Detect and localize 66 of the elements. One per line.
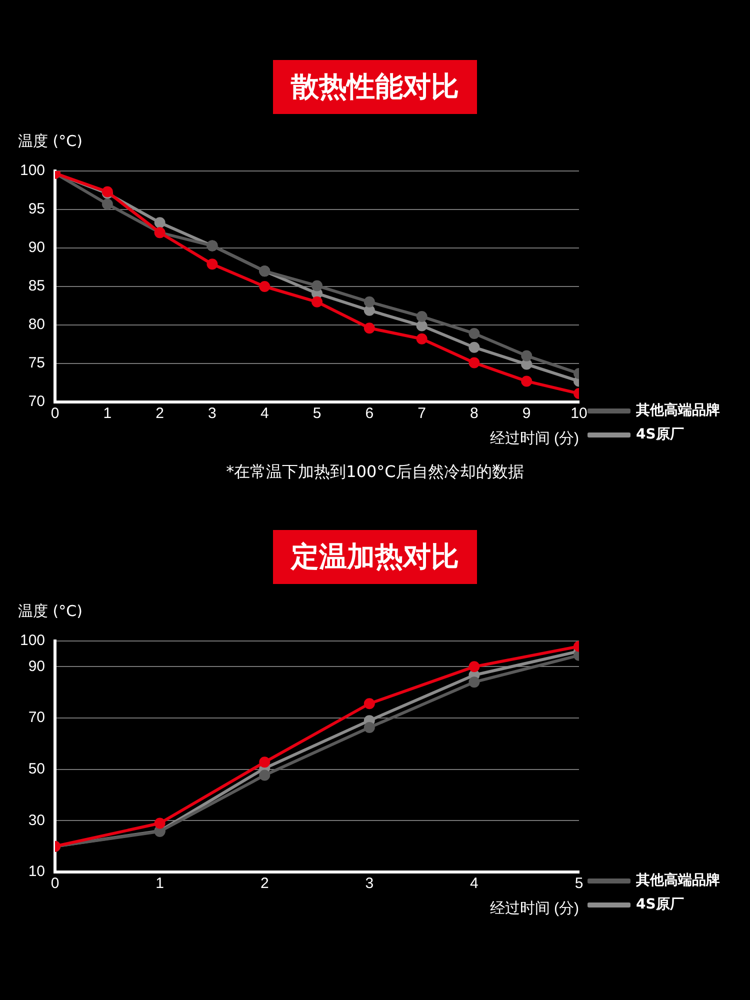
point <box>521 350 532 362</box>
x-tick-label: 5 <box>574 875 584 892</box>
x-tick-label: 3 <box>208 405 216 422</box>
point <box>312 296 323 308</box>
y-axis-title: 温度 (°C) <box>18 602 82 621</box>
y-tick-label: 30 <box>28 812 46 829</box>
x-tick-label: 9 <box>522 405 531 422</box>
x-tick-label: 0 <box>50 875 60 892</box>
y-tick-label: 100 <box>20 632 46 650</box>
point <box>364 698 375 710</box>
x-tick-label: 4 <box>470 875 478 892</box>
x-tick-label: 10 <box>570 405 588 422</box>
point <box>468 357 480 368</box>
point <box>154 818 166 829</box>
y-axis-title: 温度 (°C) <box>18 132 82 151</box>
y-tick-label: 85 <box>28 278 46 295</box>
point <box>312 280 323 292</box>
x-tick-label: 3 <box>365 875 374 892</box>
point <box>102 198 113 210</box>
point <box>416 320 428 332</box>
point <box>154 217 166 228</box>
x-tick-label: 6 <box>365 405 374 422</box>
y-tick-label: 50 <box>28 760 46 778</box>
point <box>364 296 375 308</box>
x-tick-label: 5 <box>312 405 322 422</box>
y-tick-label: 90 <box>28 239 46 256</box>
x-axis-title: 经过时间 (分) <box>490 900 579 918</box>
y-tick-label: 95 <box>28 200 46 218</box>
legend-label: 4S原厂 <box>636 426 684 443</box>
point <box>206 258 218 270</box>
x-tick-label: 4 <box>260 405 269 422</box>
point <box>259 756 270 768</box>
legend-label: 4S原厂 <box>636 896 684 913</box>
x-tick-label: 7 <box>418 405 426 422</box>
x-axis-title: 经过时间 (分) <box>490 430 579 448</box>
point <box>364 722 375 733</box>
y-tick-label: 70 <box>28 709 46 726</box>
legend-label: 其他高端品牌 <box>635 872 720 889</box>
chart-title: 散热性能对比 <box>273 60 477 114</box>
y-tick-label: 90 <box>28 658 46 675</box>
point <box>259 770 270 781</box>
y-tick-label: 80 <box>28 316 46 334</box>
x-tick-label: 1 <box>103 405 112 422</box>
point <box>364 304 375 316</box>
point <box>468 342 480 353</box>
point <box>259 281 270 292</box>
x-tick-label: 1 <box>156 875 164 892</box>
legend-label: 其他高端品牌 <box>635 402 720 419</box>
point <box>364 322 375 334</box>
point <box>468 661 480 672</box>
x-tick-label: 8 <box>470 405 478 422</box>
x-tick-label: 0 <box>50 405 60 422</box>
x-tick-label: 2 <box>156 405 164 422</box>
chart-title: 定温加热对比 <box>273 530 477 584</box>
point <box>468 328 480 339</box>
y-tick-label: 70 <box>28 393 46 410</box>
point <box>416 311 428 322</box>
point <box>521 358 532 370</box>
point <box>468 676 480 688</box>
y-tick-label: 10 <box>28 863 46 880</box>
y-tick-label: 75 <box>28 354 46 372</box>
y-tick-label: 100 <box>20 162 46 180</box>
point <box>416 333 428 344</box>
x-tick-label: 2 <box>260 875 269 892</box>
text: *在常温下加热到100°C后自然冷却的数据 <box>225 462 525 483</box>
point <box>521 376 532 387</box>
